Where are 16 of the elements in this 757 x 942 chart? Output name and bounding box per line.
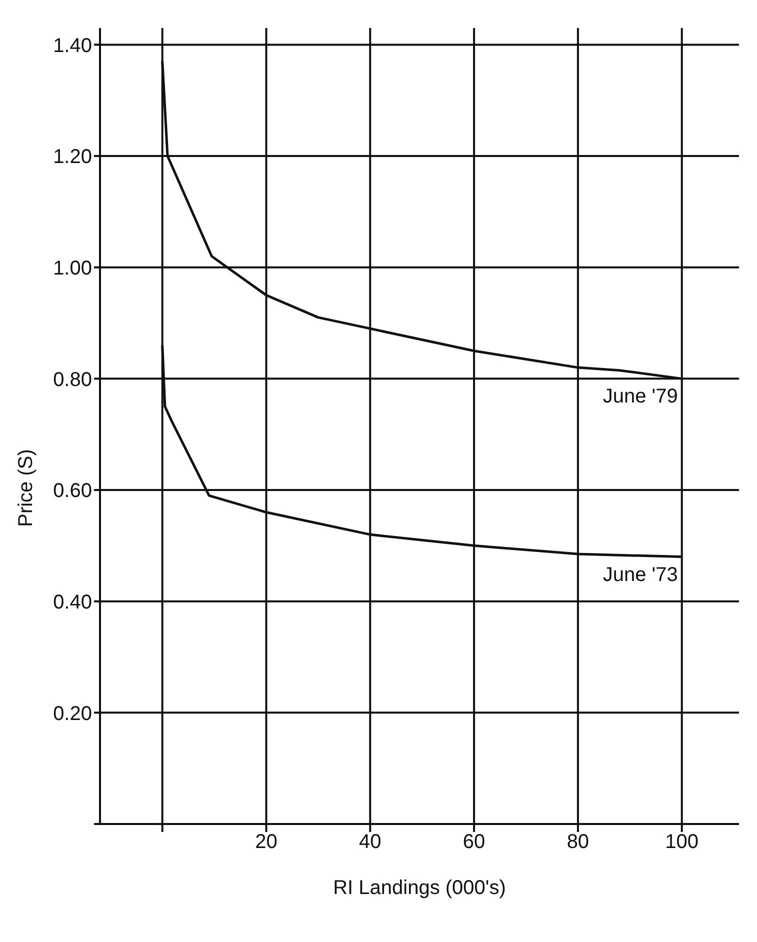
- y-tick-label: 0.20: [53, 702, 92, 725]
- series-label: June '79: [602, 386, 678, 408]
- x-tick-label: 80: [566, 831, 590, 854]
- x-tick-label: 20: [255, 831, 278, 854]
- x-tick-label: 60: [462, 831, 486, 854]
- y-tick-label: 1.40: [53, 34, 92, 57]
- series-label: June '73: [602, 564, 678, 586]
- x-tick-label: 40: [359, 831, 382, 854]
- x-tick-label: 100: [665, 831, 699, 854]
- y-tick-label: 1.20: [53, 146, 92, 168]
- y-tick-label: 0.40: [53, 591, 92, 614]
- y-tick-label: 0.60: [53, 480, 92, 502]
- y-axis-title: Price (S): [15, 449, 37, 527]
- y-tick-label: 0.80: [53, 368, 92, 391]
- y-tick-label: 1.00: [53, 257, 92, 280]
- x-axis-title: RI Landings (000's): [333, 877, 506, 899]
